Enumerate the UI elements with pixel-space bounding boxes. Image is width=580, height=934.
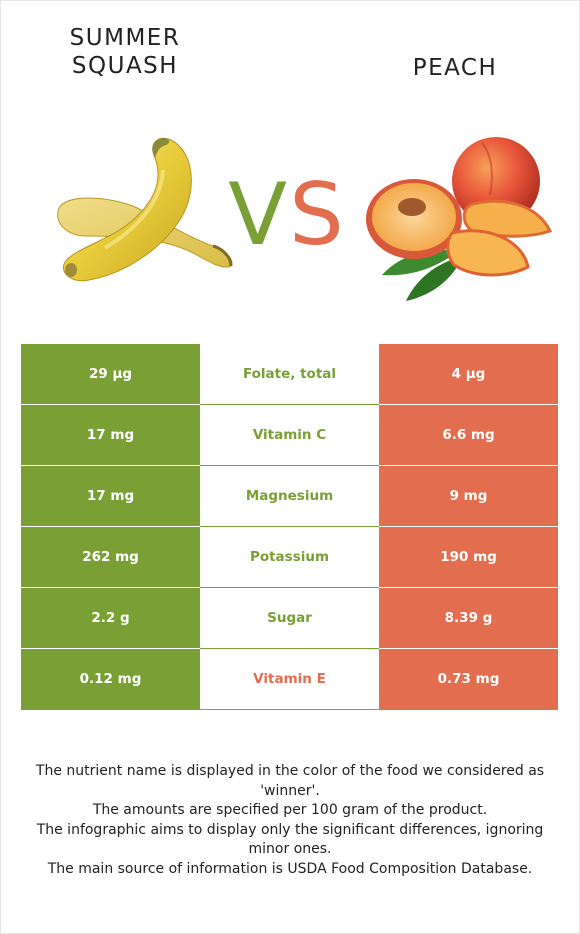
nutrient-name: Vitamin E [200, 648, 379, 710]
nutrient-name: Sugar [200, 587, 379, 649]
table-row: 0.12 mg Vitamin E 0.73 mg [21, 648, 558, 710]
table-row: 17 mg Vitamin C 6.6 mg [21, 404, 558, 466]
left-value: 17 mg [21, 465, 200, 527]
footnote-differences: The infographic aims to display only the… [36, 821, 544, 858]
vs-letter-s: S [289, 165, 346, 265]
footnote-amounts: The amounts are specified per 100 gram o… [92, 802, 488, 818]
nutrient-name: Potassium [200, 526, 379, 588]
left-food-title-line2: SQUASH [71, 53, 179, 79]
peach-image [362, 135, 562, 305]
right-value: 190 mg [379, 526, 558, 588]
table-row: 262 mg Potassium 190 mg [21, 526, 558, 588]
right-value: 9 mg [379, 465, 558, 527]
left-value: 0.12 mg [21, 648, 200, 710]
right-value: 6.6 mg [379, 404, 558, 466]
nutrient-name: Vitamin C [200, 404, 379, 466]
nutrient-name: Magnesium [200, 465, 379, 527]
right-value: 0.73 mg [379, 648, 558, 710]
vs-letter-v: V [228, 165, 290, 265]
table-row: 17 mg Magnesium 9 mg [21, 465, 558, 527]
left-value: 2.2 g [21, 587, 200, 649]
footnotes: The nutrient name is displayed in the co… [20, 762, 560, 879]
vs-label: VS [222, 165, 352, 265]
left-value: 17 mg [21, 404, 200, 466]
left-value: 29 µg [21, 344, 200, 405]
right-value: 4 µg [379, 344, 558, 405]
table-row: 29 µg Folate, total 4 µg [21, 344, 558, 405]
right-value: 8.39 g [379, 587, 558, 649]
nutrient-name: Folate, total [200, 344, 379, 405]
footnote-source: The main source of information is USDA F… [47, 860, 533, 877]
left-food-title: SUMMER SQUASH [30, 24, 220, 80]
left-food-title-line1: SUMMER [69, 25, 181, 51]
table-row: 2.2 g Sugar 8.39 g [21, 587, 558, 649]
footnote-winner: The nutrient name is displayed in the co… [35, 763, 545, 799]
summer-squash-image [45, 130, 240, 290]
comparison-table: 29 µg Folate, total 4 µg 17 mg Vitamin C 6.6 … [21, 344, 558, 710]
left-value: 262 mg [21, 526, 200, 588]
right-food-title: PEACH [412, 55, 498, 81]
